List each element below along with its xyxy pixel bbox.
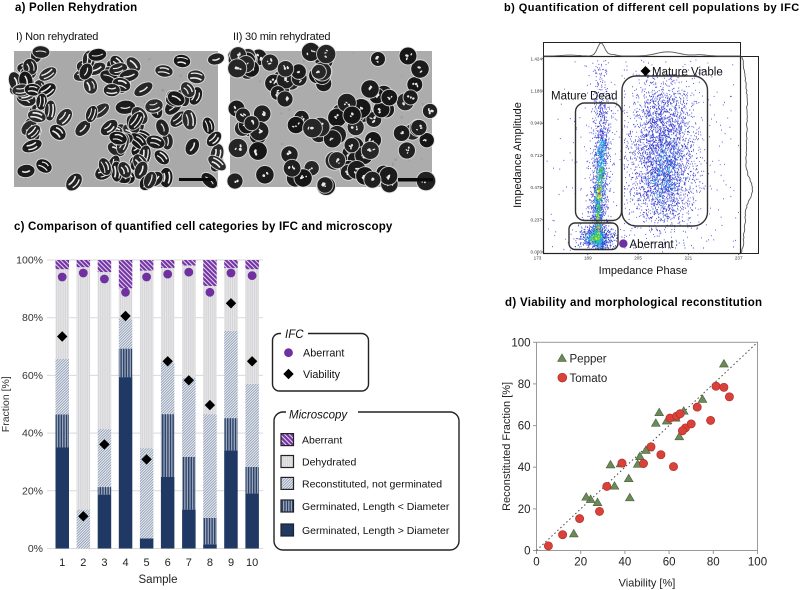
- svg-text:Aberrant: Aberrant: [303, 348, 344, 360]
- svg-text:237: 237: [735, 256, 743, 261]
- svg-text:0.949: 0.949: [531, 121, 543, 126]
- svg-text:9: 9: [228, 557, 234, 569]
- svg-text:2: 2: [80, 557, 86, 569]
- svg-text:7: 7: [186, 557, 192, 569]
- svg-text:Mature Dead: Mature Dead: [551, 91, 617, 103]
- svg-text:Reconstituted, not germinated: Reconstituted, not germinated: [302, 478, 442, 490]
- svg-text:8: 8: [207, 557, 213, 569]
- svg-text:Tomato: Tomato: [570, 373, 608, 385]
- svg-text:3: 3: [101, 557, 107, 569]
- svg-text:0.000: 0.000: [531, 250, 543, 255]
- svg-text:100: 100: [748, 557, 767, 569]
- svg-text:205: 205: [634, 256, 642, 261]
- svg-text:Fraction [%]: Fraction [%]: [0, 376, 12, 432]
- svg-text:0: 0: [533, 557, 539, 569]
- svg-text:40: 40: [619, 557, 632, 569]
- svg-text:0.475: 0.475: [531, 185, 543, 190]
- svg-text:80%: 80%: [22, 312, 43, 324]
- svg-text:20: 20: [518, 504, 531, 516]
- svg-text:40%: 40%: [22, 428, 43, 440]
- svg-text:Mature Viable: Mature Viable: [652, 67, 723, 79]
- svg-text:Reconstituted Fraction [%]: Reconstituted Fraction [%]: [501, 382, 513, 511]
- svg-text:IFC: IFC: [285, 329, 304, 341]
- svg-text:Germinated, Length < Diameter: Germinated, Length < Diameter: [302, 501, 450, 513]
- svg-text:0: 0: [524, 546, 530, 558]
- svg-text:Impedance Phase: Impedance Phase: [599, 265, 688, 277]
- svg-text:40: 40: [518, 462, 531, 474]
- svg-text:100%: 100%: [16, 255, 43, 267]
- svg-text:Dehydrated: Dehydrated: [302, 457, 356, 469]
- svg-text:10: 10: [246, 557, 258, 569]
- svg-text:20: 20: [574, 557, 587, 569]
- svg-text:1.424: 1.424: [531, 56, 543, 61]
- svg-text:Sample: Sample: [139, 574, 178, 586]
- svg-text:6: 6: [165, 557, 171, 569]
- svg-text:80: 80: [707, 557, 720, 569]
- svg-text:Impedance Amplitude: Impedance Amplitude: [512, 102, 524, 208]
- svg-text:5: 5: [144, 557, 150, 569]
- svg-text:60: 60: [518, 421, 531, 433]
- svg-text:1.186: 1.186: [531, 89, 543, 94]
- svg-text:Microscopy: Microscopy: [289, 410, 348, 422]
- svg-text:1: 1: [59, 557, 65, 569]
- svg-text:189: 189: [584, 256, 592, 261]
- svg-text:173: 173: [534, 256, 542, 261]
- svg-text:60: 60: [663, 557, 676, 569]
- svg-text:Viability: Viability: [303, 369, 341, 381]
- svg-text:Aberrant: Aberrant: [302, 435, 342, 447]
- svg-text:221: 221: [685, 256, 693, 261]
- svg-text:0.712: 0.712: [531, 153, 543, 158]
- svg-text:4: 4: [122, 557, 128, 569]
- svg-text:Aberrant: Aberrant: [630, 239, 675, 251]
- svg-text:Germinated, Length > Diameter: Germinated, Length > Diameter: [302, 525, 450, 537]
- svg-text:0%: 0%: [28, 543, 43, 555]
- svg-text:100: 100: [511, 337, 530, 349]
- svg-text:80: 80: [518, 379, 531, 391]
- svg-text:Pepper: Pepper: [570, 354, 607, 366]
- svg-text:60%: 60%: [22, 370, 43, 382]
- svg-text:20%: 20%: [22, 485, 43, 497]
- svg-text:0.237: 0.237: [531, 217, 543, 222]
- svg-text:Viability [%]: Viability [%]: [619, 578, 676, 590]
